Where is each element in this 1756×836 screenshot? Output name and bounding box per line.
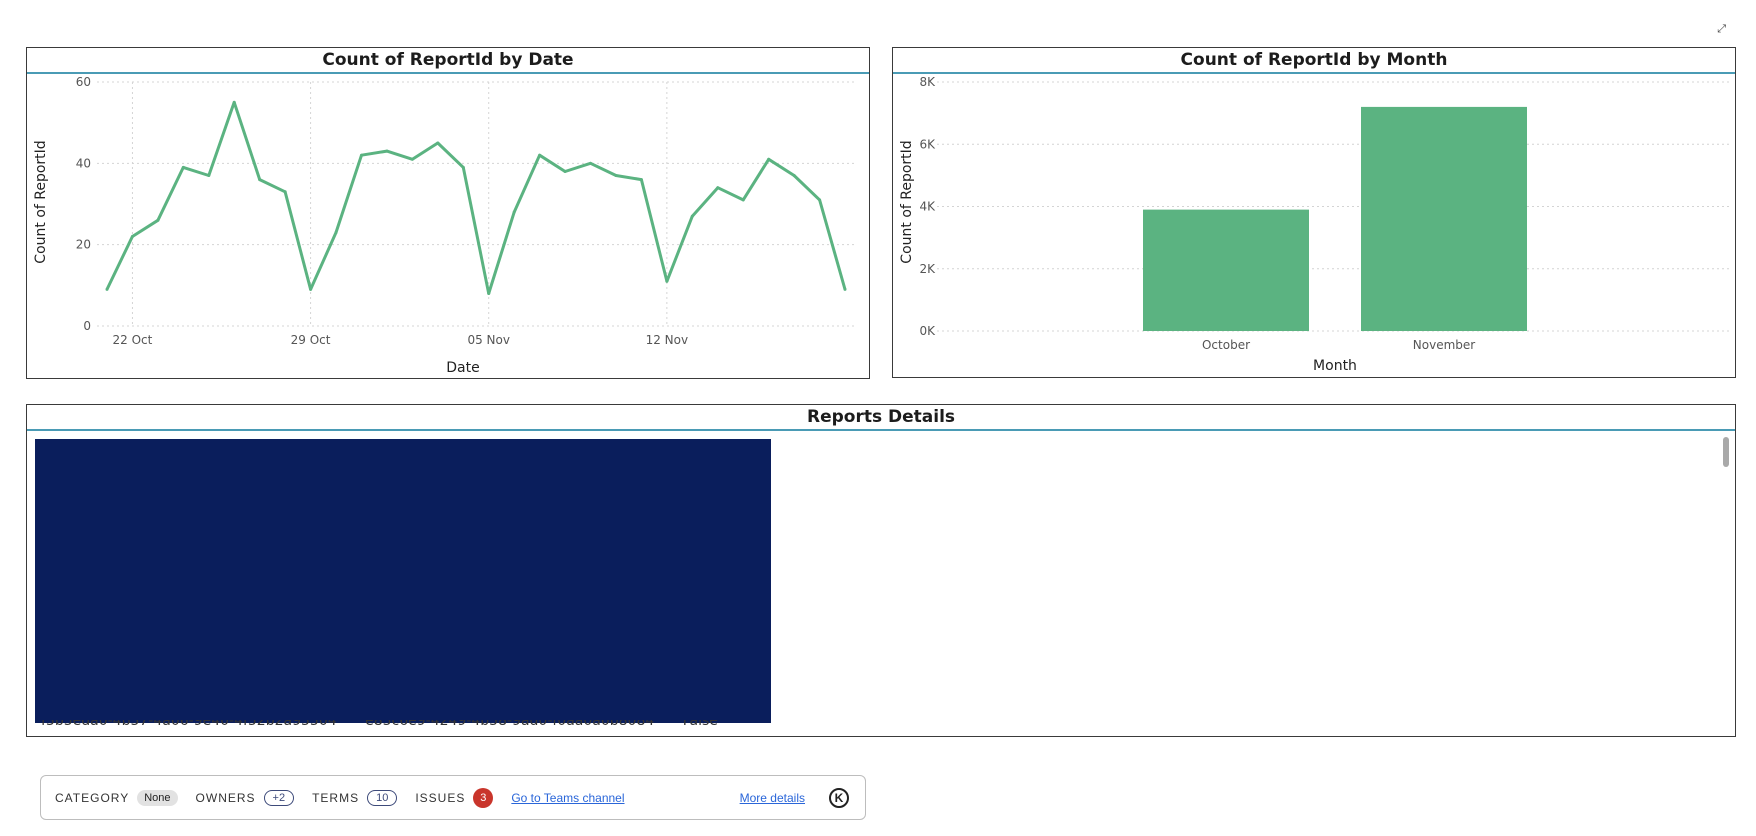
line-chart-y-axis-label: Count of ReportId — [33, 140, 49, 263]
line-chart-data-point[interactable] — [767, 157, 771, 161]
line-chart-data-point[interactable] — [309, 287, 313, 291]
bar-chart-y-tick-label: 0K — [919, 324, 936, 338]
bar-chart-y-tick-label: 8K — [919, 75, 936, 89]
line-chart-series-line[interactable] — [105, 100, 847, 295]
brand-logo-icon: K — [829, 787, 849, 808]
line-chart-data-point[interactable] — [690, 214, 694, 218]
line-chart-x-tick-label: 05 Nov — [467, 333, 510, 347]
more-details-link[interactable]: More details — [739, 790, 805, 805]
focus-mode-icon[interactable]: ⤢ — [1717, 22, 1726, 35]
line-chart-data-point[interactable] — [181, 165, 185, 169]
bar-chart-svg: Count of ReportId Month 0K 2K 4K 6K 8K Octobe… — [899, 75, 1731, 374]
bar-chart-y-tick-label: 6K — [919, 137, 936, 151]
bar-chart-y-axis-label: Count of ReportId — [899, 140, 915, 263]
table-title: Reports Details — [27, 405, 1735, 431]
data-catalog-info-bar: CATEGORY None OWNERS +2 TERMS 10 ISSUES … — [40, 775, 866, 820]
line-chart-data-point[interactable] — [232, 100, 236, 104]
table-row[interactable]: f3b5eda0-4b57-4a06-9e40-4f52b2a95504 e85… — [41, 720, 742, 730]
line-chart-data-point[interactable] — [512, 210, 516, 214]
owners-label: OWNERS — [195, 790, 256, 805]
line-chart-data-point[interactable] — [589, 161, 593, 165]
bar-chart-y-tick-label: 4K — [919, 200, 936, 214]
line-chart-title: Count of ReportId by Date — [27, 48, 869, 74]
line-chart-data-point[interactable] — [716, 186, 720, 190]
line-chart-data-point[interactable] — [436, 141, 440, 145]
line-chart-x-axis-label: Date — [446, 360, 479, 376]
vertical-scrollbar[interactable] — [1723, 437, 1729, 467]
issues-badge[interactable]: 3 — [473, 787, 494, 808]
bar-chart-bar[interactable] — [1143, 209, 1309, 331]
line-chart-x-tick-label: 12 Nov — [646, 333, 689, 347]
line-chart-y-tick-label: 0 — [83, 319, 91, 333]
line-chart-data-point[interactable] — [385, 149, 389, 153]
line-chart-data-point[interactable] — [563, 169, 567, 173]
bar-chart-x-tick-label: October — [1202, 338, 1250, 352]
category-badge[interactable]: None — [137, 789, 178, 806]
line-chart-data-point[interactable] — [410, 157, 414, 161]
line-chart-svg: Count of ReportId Date 0 20 40 60 22 Oct 29 O… — [33, 75, 855, 376]
line-chart-data-point[interactable] — [741, 198, 745, 202]
line-chart-data-point[interactable] — [792, 174, 796, 178]
line-chart-x-tick-label: 22 Oct — [113, 333, 153, 347]
reports-details-table[interactable]: Reports Details f3b5eda0-4b57-4a06-9e40-… — [26, 404, 1736, 737]
line-chart-data-point[interactable] — [258, 178, 262, 182]
bar-chart-x-axis-label: Month — [1313, 358, 1357, 374]
redacted-table-content — [35, 439, 771, 723]
line-chart-data-point[interactable] — [359, 153, 363, 157]
bar-chart-y-tick-label: 2K — [919, 262, 936, 276]
bar-chart-panel[interactable]: Count of ReportId by Month Count of Repo… — [892, 47, 1736, 378]
table-cell: e85c6e9-4249-4b58-9ad0-f0aa0a0b8084 — [365, 720, 655, 729]
line-chart-data-point[interactable] — [614, 174, 618, 178]
bar-chart-bar[interactable] — [1361, 106, 1527, 332]
teams-channel-link[interactable]: Go to Teams channel — [511, 790, 625, 805]
bar-chart-title: Count of ReportId by Month — [893, 48, 1735, 74]
line-chart-data-point[interactable] — [130, 235, 134, 239]
line-chart-data-point[interactable] — [283, 190, 287, 194]
line-chart-data-point[interactable] — [843, 287, 847, 291]
issues-label: ISSUES — [415, 790, 466, 805]
line-chart-x-tick-label: 29 Oct — [291, 333, 331, 347]
table-cell: False — [682, 720, 718, 729]
line-chart-y-tick-label: 40 — [76, 156, 91, 170]
line-chart-panel[interactable]: Count of ReportId by Date Count of Repor… — [26, 47, 870, 379]
line-chart-data-point[interactable] — [665, 279, 669, 283]
category-label: CATEGORY — [55, 790, 130, 805]
line-chart-data-point[interactable] — [334, 230, 338, 234]
line-chart-y-tick-label: 60 — [76, 75, 91, 89]
line-chart-data-point[interactable] — [487, 291, 491, 295]
line-chart-data-point[interactable] — [538, 153, 542, 157]
bar-chart-x-tick-label: November — [1413, 338, 1475, 352]
line-chart-data-point[interactable] — [207, 174, 211, 178]
line-chart-y-tick-label: 20 — [76, 238, 91, 252]
line-chart-data-point[interactable] — [818, 198, 822, 202]
terms-badge[interactable]: 10 — [367, 789, 398, 806]
line-chart-data-point[interactable] — [639, 178, 643, 182]
table-cell: f3b5eda0-4b57-4a06-9e40-4f52b2a95504 — [41, 720, 337, 729]
line-chart-data-point[interactable] — [461, 165, 465, 169]
line-chart-data-point[interactable] — [105, 287, 109, 291]
owners-badge[interactable]: +2 — [263, 789, 295, 806]
line-chart-data-point[interactable] — [156, 218, 160, 222]
terms-label: TERMS — [312, 790, 360, 805]
